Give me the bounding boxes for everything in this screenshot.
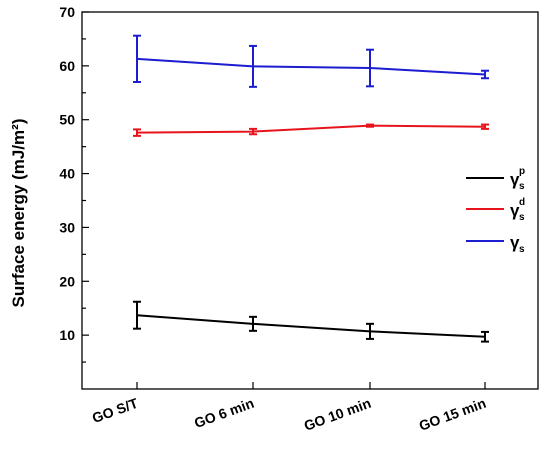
y-axis: 10 20 30 40 50 60 70 [59, 4, 89, 363]
series-line [136, 57, 486, 76]
legend-symbol: γ [510, 170, 520, 189]
error-bar [249, 127, 257, 136]
series-line [136, 314, 486, 338]
legend-subscript: s [519, 181, 525, 192]
error-bar [249, 44, 257, 88]
x-tick-label: GO S/T [90, 395, 140, 426]
x-tick-label: GO 6 min [192, 395, 256, 431]
y-tick-label: 60 [59, 58, 75, 74]
y-axis-label: Surface energy (mJ/m²) [9, 119, 28, 308]
error-bar [133, 128, 141, 137]
error-bar [133, 300, 141, 330]
legend-symbol: γ [510, 201, 520, 220]
legend-item: γ sp [466, 166, 525, 192]
series-2 [133, 34, 489, 88]
legend-subscript: s [519, 212, 525, 223]
x-axis: GO S/T GO 6 min GO 10 min GO 15 min [90, 382, 488, 434]
series-0 [133, 300, 489, 343]
y-tick-label: 30 [59, 219, 75, 235]
legend-subscript: s [519, 244, 525, 255]
legend-superscript: p [519, 166, 525, 177]
y-tick-label: 20 [59, 273, 75, 289]
error-bar [481, 69, 489, 80]
plot-frame [81, 11, 539, 390]
y-tick-label: 40 [59, 166, 75, 182]
error-bar [481, 123, 489, 130]
legend-symbol: γ [510, 233, 520, 252]
error-bar [133, 34, 141, 84]
x-tick-label: GO 10 min [302, 395, 373, 434]
legend: γ spγ sdγ s [466, 166, 525, 255]
series-1 [133, 123, 489, 137]
series-layer [133, 34, 489, 343]
error-bar [481, 330, 489, 343]
x-tick-label: GO 15 min [417, 395, 488, 434]
y-tick-label: 50 [59, 112, 75, 128]
legend-superscript: d [519, 197, 525, 208]
error-bar [249, 315, 257, 332]
series-line [136, 124, 486, 134]
y-tick-label: 70 [59, 4, 75, 20]
legend-item: γ sd [466, 197, 525, 223]
error-bar [366, 48, 374, 88]
error-bar [366, 123, 374, 128]
y-tick-label: 10 [59, 327, 75, 343]
error-bar [366, 322, 374, 340]
